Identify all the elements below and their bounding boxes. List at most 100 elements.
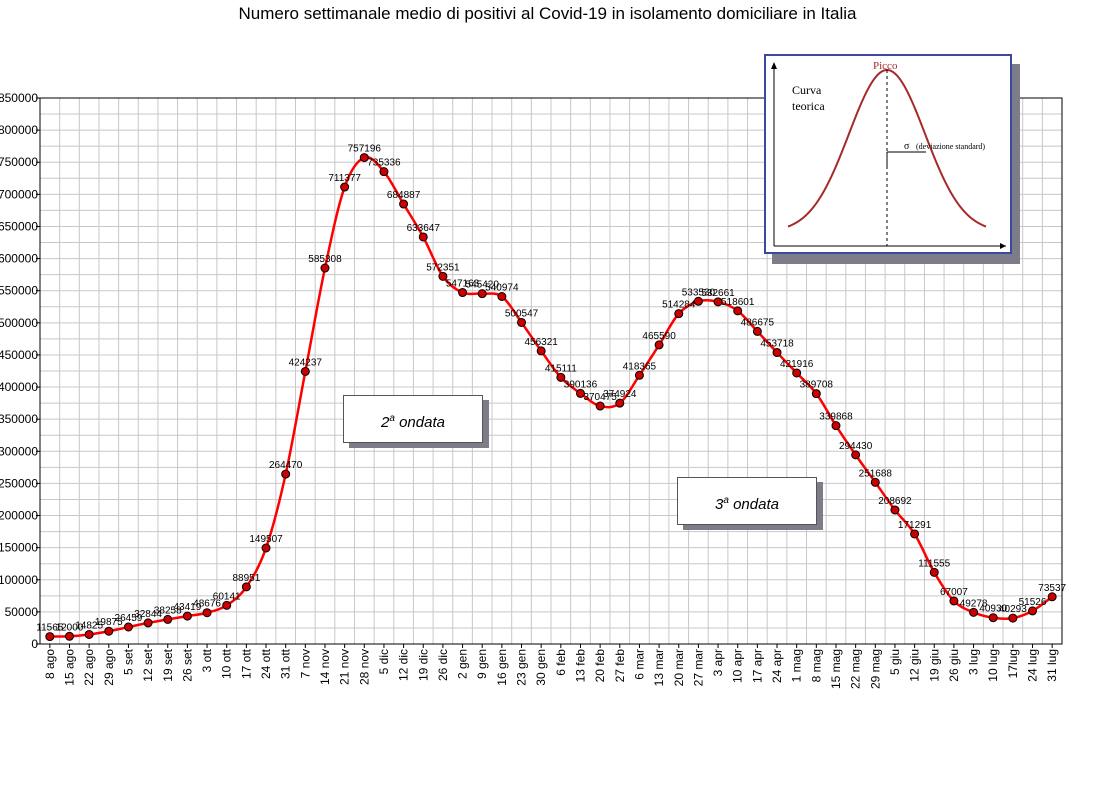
data-point [458,288,468,298]
x-tick-label: 3 lug [967,649,981,675]
data-point [792,368,802,378]
y-tick-label: 50000 [5,605,39,619]
data-point [1008,613,1018,623]
y-axis-ticks: 0 50000 100000 150000 200000 250000 300000 3500… [0,91,40,651]
x-tick-label: 12 giu [908,649,922,682]
data-point [64,631,74,641]
data-label: 374924 [603,389,637,400]
data-label: 684887 [387,190,421,201]
data-label: 111555 [918,558,950,569]
data-label: 149507 [249,534,283,545]
data-point [143,618,153,628]
x-tick-label: 12 set [141,648,155,681]
data-point [831,421,841,431]
data-label: 415111 [545,363,577,374]
x-tick-label: 29 mag [868,649,882,689]
data-label: 514284 [662,300,696,311]
x-tick-label: 13 mar [652,649,666,686]
wave2-superscript: a [389,413,395,424]
y-tick-label: 300000 [0,444,38,458]
x-tick-label: 22 mag [849,649,863,689]
y-tick-label: 350000 [0,412,38,426]
y-tick-label: 150000 [0,541,38,555]
x-tick-label: 17 ott [239,648,253,679]
y-tick-label: 200000 [0,509,38,523]
wave3-label: ondata [733,496,779,513]
data-point [654,340,664,350]
peak-label: Picco [873,60,898,72]
data-label: 67007 [940,587,968,598]
y-tick-label: 800000 [0,123,38,137]
data-point [615,398,625,408]
data-label: 735336 [367,158,401,169]
data-point [752,326,762,336]
y-tick-label: 750000 [0,155,38,169]
data-point [340,182,350,192]
x-tick-label: 31 lug [1045,649,1059,682]
data-label: 48676 [193,599,221,610]
data-label: 633647 [407,223,441,234]
data-point [890,505,900,515]
x-tick-label: 28 nov [357,649,371,685]
x-tick-label: 21 nov [338,649,352,685]
x-tick-label: 3 apr [711,649,725,676]
data-point [969,607,979,617]
x-tick-label: 24 apr [770,649,784,683]
x-tick-label: 31 ott [279,648,293,679]
data-point [1028,606,1038,616]
data-label: 339868 [819,412,853,423]
data-label: 486675 [741,317,775,328]
data-label: 208692 [878,496,912,507]
inset-svg: Curva teorica Picco σ (deviazione standa… [771,60,1006,249]
x-tick-label: 10 lug [986,649,1000,682]
data-label: 389708 [800,380,834,391]
x-tick-label: 19 giu [927,649,941,682]
data-label: 40293 [999,604,1027,615]
x-tick-label: 2 gen [456,649,470,679]
x-tick-label: 19 set [161,648,175,681]
data-point [477,289,487,299]
data-label: 40930 [979,604,1007,615]
data-point [772,348,782,358]
data-label: 14825 [75,620,103,631]
data-label: 171291 [898,520,932,531]
data-label: 518601 [721,297,755,308]
data-point [556,372,566,382]
data-point [910,529,920,539]
data-label: 540974 [485,283,519,294]
x-tick-label: 8 ago [43,649,57,679]
y-tick-label: 850000 [0,91,38,105]
data-point [399,199,409,209]
x-tick-label: 27 feb [613,649,627,683]
data-label: 390136 [564,379,598,390]
y-tick-label: 0 [31,637,38,651]
data-label: 418365 [623,361,657,372]
x-tick-label: 17 apr [750,649,764,683]
data-point [320,263,330,273]
data-point [163,614,173,624]
data-point [851,450,861,460]
x-tick-label: 14 nov [318,649,332,685]
data-label: 11565 [36,623,64,634]
grid [39,97,1063,645]
x-tick-label: 19 dic [416,649,430,681]
x-tick-label: 30 gen [534,649,548,686]
y-tick-label: 700000 [0,187,38,201]
data-label: 465590 [642,331,676,342]
data-label: 421916 [780,359,814,370]
x-tick-label: 26 giu [947,649,961,682]
x-tick-label: 26 dic [436,649,450,681]
data-point [182,611,192,621]
x-tick-label: 10 apr [731,649,745,683]
x-tick-label: 17lug [1006,649,1020,678]
data-label: 43419 [173,602,201,613]
data-point [281,469,291,479]
x-tick-label: 12 dic [397,649,411,681]
x-tick-label: 29 ago [102,649,116,686]
data-labels: 1156512000148251987526459328443825843419… [36,144,1066,634]
x-tick-label: 6 feb [554,649,568,676]
wave2-number: 2 [381,414,390,431]
data-label: 60141 [213,591,241,602]
data-point [359,153,369,163]
x-tick-label: 24 ott [259,648,273,679]
